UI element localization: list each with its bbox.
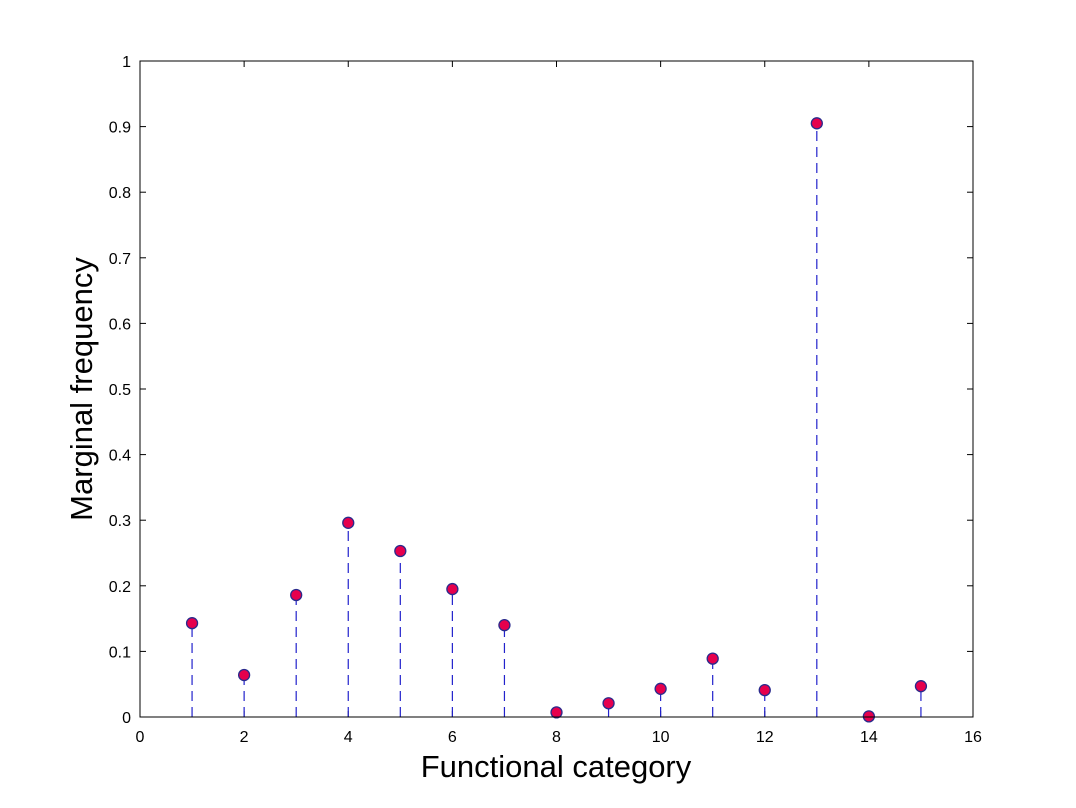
x-axis-title: Functional category — [421, 749, 692, 784]
data-point — [654, 682, 667, 695]
y-tick-label: 0.9 — [109, 120, 131, 137]
y-tick-label: 0.7 — [109, 251, 131, 268]
data-point — [342, 516, 355, 529]
y-tick-label: 0.5 — [109, 382, 131, 399]
data-point — [394, 544, 407, 558]
y-tick-label: 0.8 — [109, 185, 131, 202]
plot-frame — [139, 60, 974, 718]
data-point — [550, 706, 563, 719]
y-tick-labels: 0 0.1 0.2 0.3 0.4 0.5 0.6 0.7 0.8 0.9 1 — [109, 54, 131, 727]
y-tick-label: 1 — [122, 54, 131, 71]
data-point — [237, 668, 251, 682]
x-tick-label: 16 — [964, 729, 982, 746]
x-tick-label: 2 — [240, 729, 249, 746]
data-points — [185, 117, 928, 723]
data-point — [862, 710, 876, 723]
data-point — [758, 683, 771, 697]
y-axis-title: Marginal frequency — [64, 257, 99, 521]
data-point — [498, 619, 511, 632]
data-point — [914, 680, 928, 693]
y-tick-label: 0.6 — [109, 316, 131, 333]
x-tick-label: 4 — [344, 729, 353, 746]
y-tick-label: 0.2 — [109, 579, 131, 596]
data-point — [706, 652, 719, 665]
y-tick-label: 0.4 — [109, 448, 131, 465]
data-point — [602, 697, 615, 710]
x-tick-label: 6 — [448, 729, 457, 746]
stem-lines — [191, 123, 922, 717]
x-tick-label: 12 — [756, 729, 774, 746]
data-point — [810, 117, 823, 130]
x-tick-label: 14 — [860, 729, 878, 746]
x-tick-label: 0 — [136, 729, 145, 746]
y-tick-label: 0.3 — [109, 513, 131, 530]
data-point — [185, 617, 199, 630]
x-tick-label: 8 — [552, 729, 561, 746]
x-tick-label: 10 — [652, 729, 670, 746]
data-point — [446, 582, 459, 596]
y-tick-label: 0 — [122, 710, 131, 727]
tick-marks — [139, 60, 974, 718]
x-tick-labels: 0 2 4 6 8 10 12 14 16 — [136, 729, 982, 746]
data-point — [290, 588, 303, 602]
y-tick-label: 0.1 — [109, 644, 131, 661]
